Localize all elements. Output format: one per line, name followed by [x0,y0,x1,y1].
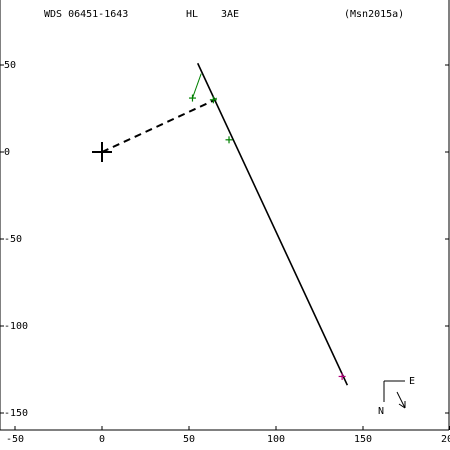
orbit-line [196,62,349,386]
x-tick-label: 0 [99,434,105,445]
y-tick-label: 50 [4,60,16,71]
x-tick-label: 200 [441,434,450,445]
orientation-compass: E N [378,376,415,417]
compass-arrow-head [398,403,406,409]
compass-north-label: N [378,406,384,417]
y-tick-label: 0 [4,147,10,158]
separation-line [101,98,216,153]
y-tick-label: -50 [4,234,22,245]
x-tick-label: 100 [267,434,285,445]
compass-east-label: E [409,376,415,387]
ticks: -50 0 50 100 150 200 50 0 -50 -100 -150 [0,60,450,445]
x-tick-label: 50 [183,434,195,445]
residual-line [192,73,202,99]
marks [92,62,349,386]
discoverer: 3AE [221,9,240,20]
wds-id: WDS 06451-1643 [44,9,129,20]
y-tick-label: -150 [4,408,28,419]
y-tick-label: -100 [4,321,28,332]
axes [0,0,450,431]
x-tick-label: 150 [354,434,372,445]
compass-motion-arrow [396,391,406,409]
x-tick-label: -50 [6,434,24,445]
reference: (Msn2015a) [344,9,405,20]
code: HL [186,9,199,20]
